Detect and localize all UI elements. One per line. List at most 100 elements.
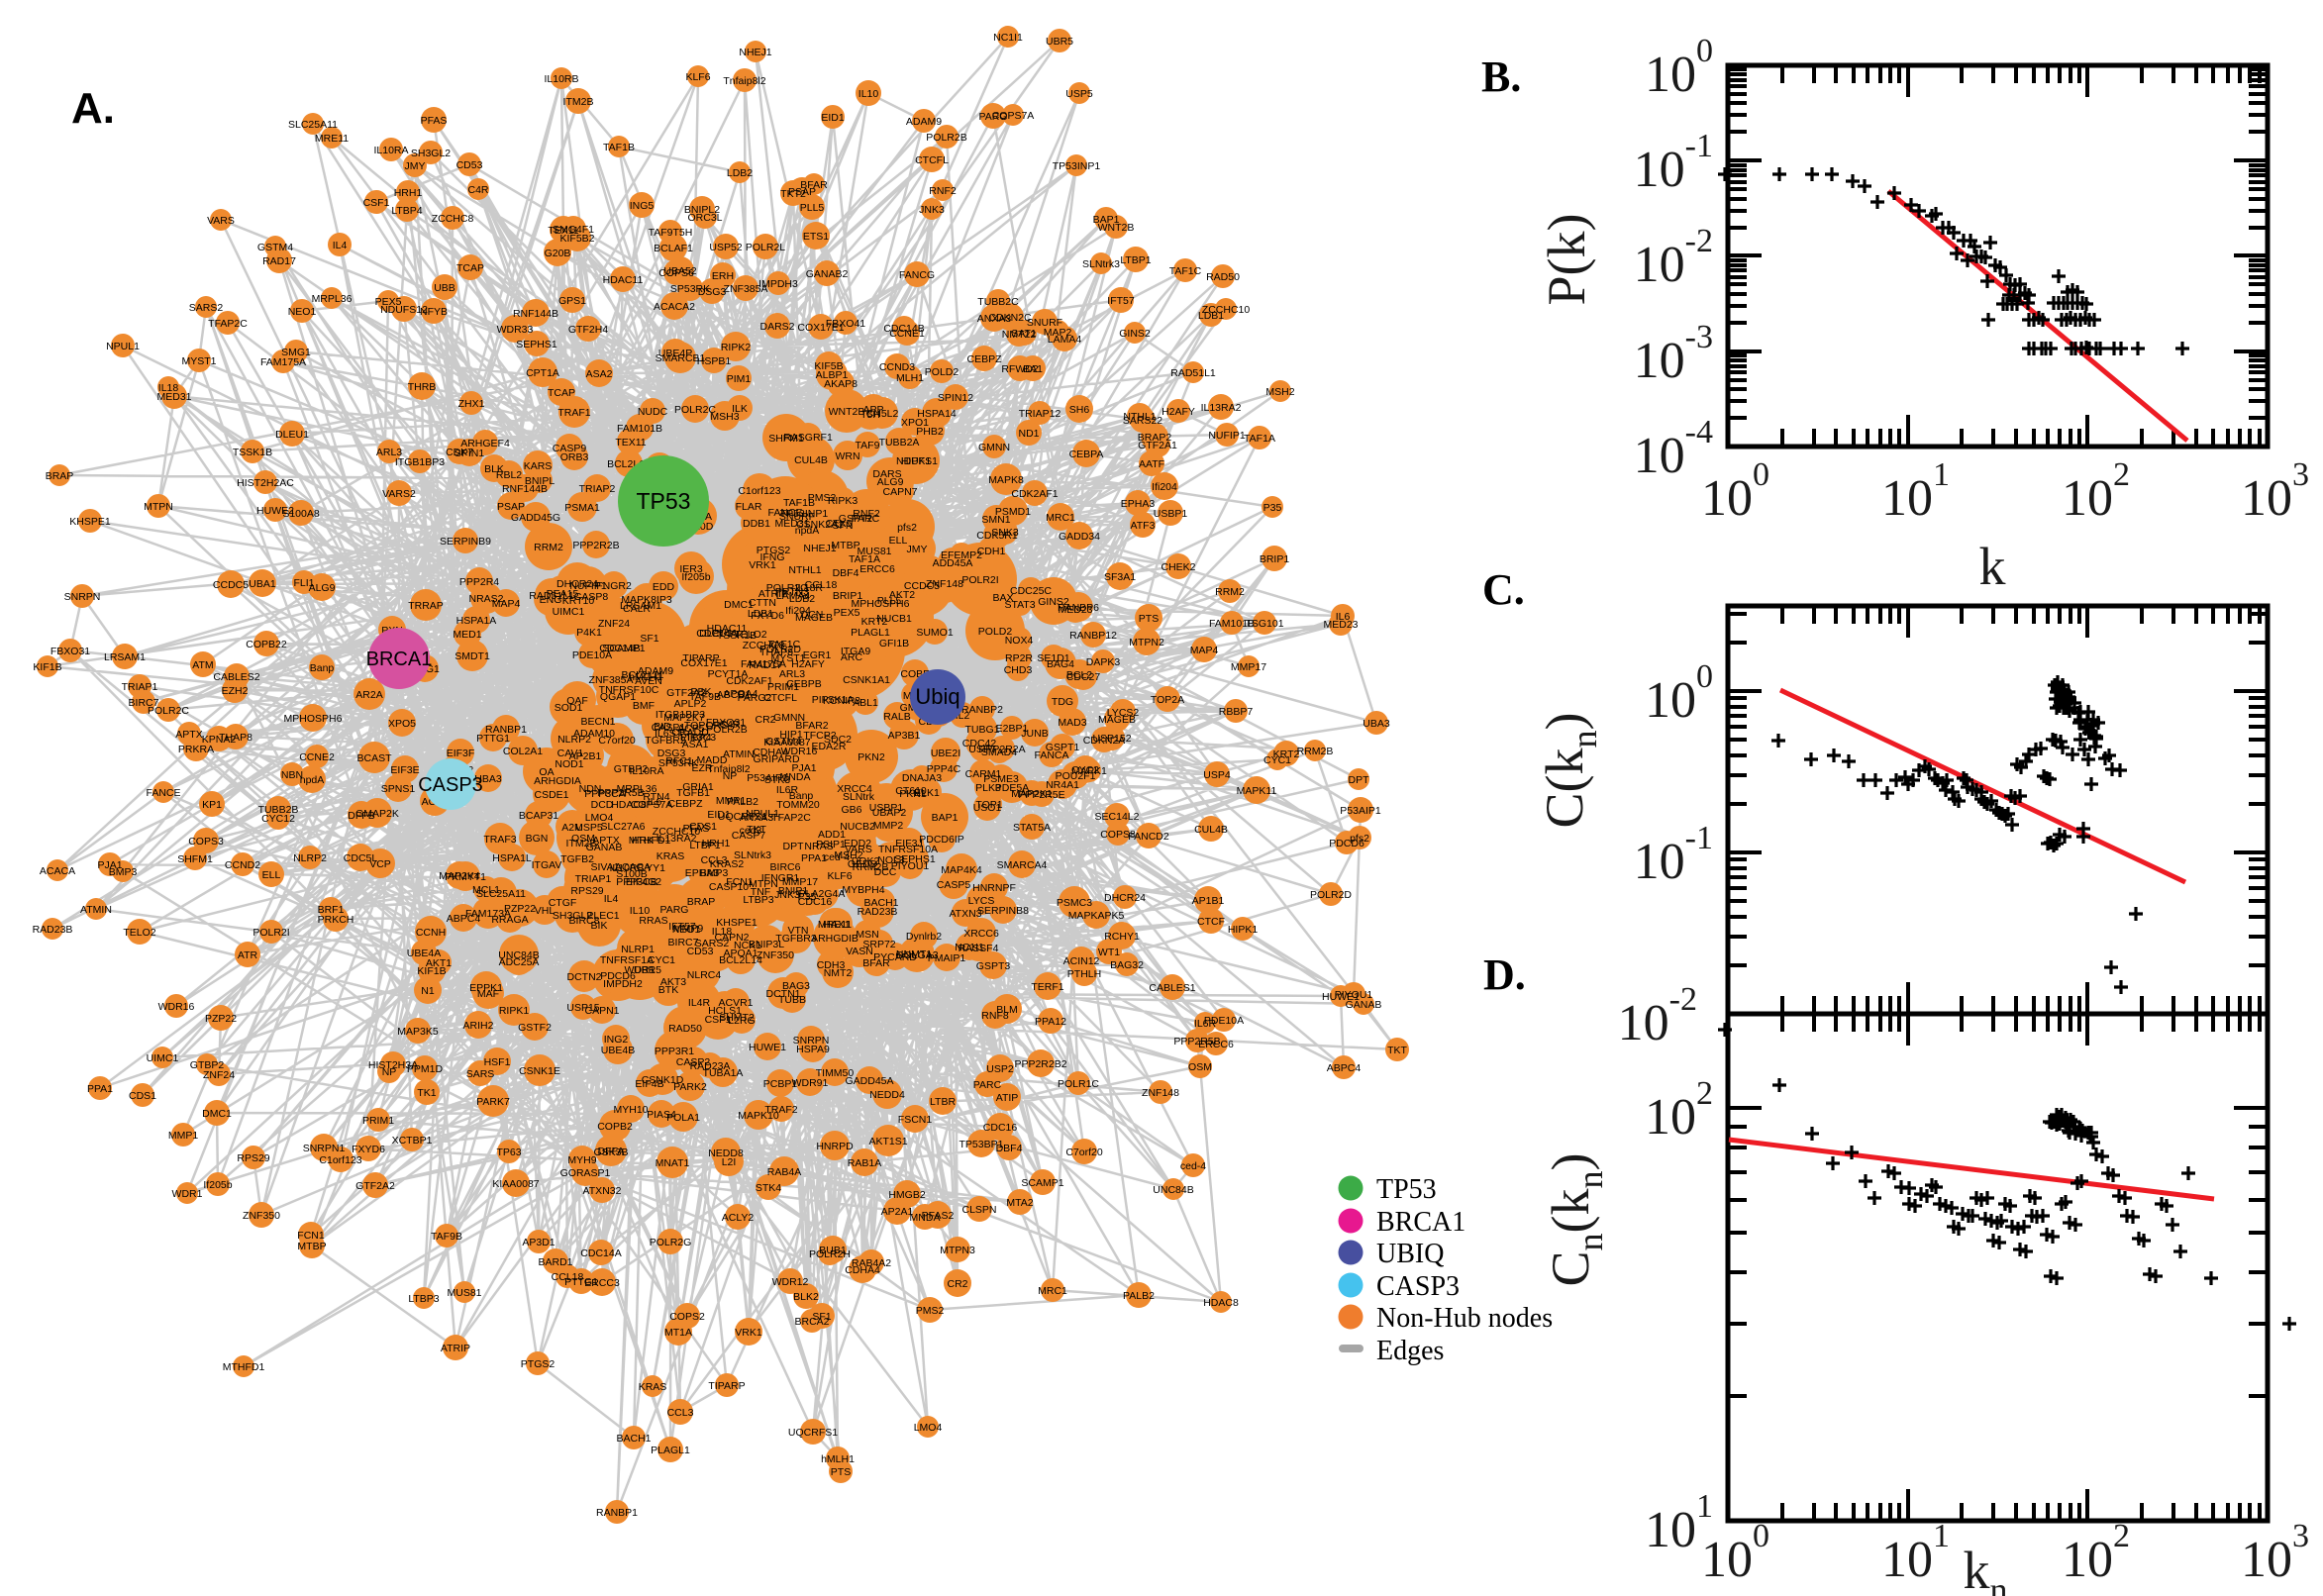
svg-text:SLNtrk: SLNtrk <box>843 791 875 803</box>
svg-text:hMLH1: hMLH1 <box>629 671 662 683</box>
svg-text:LTBP4: LTBP4 <box>391 205 422 217</box>
svg-text:RAD51L1: RAD51L1 <box>529 590 574 602</box>
svg-text:ELL: ELL <box>889 535 908 547</box>
svg-text:LTBP3: LTBP3 <box>743 894 773 906</box>
svg-text:KHSPE1: KHSPE1 <box>69 516 111 528</box>
svg-text:FNGR2: FNGR2 <box>596 580 632 592</box>
svg-text:RASSF4: RASSF4 <box>959 943 999 954</box>
svg-text:Ubiq: Ubiq <box>915 684 960 709</box>
svg-text:BFAR2: BFAR2 <box>795 720 828 732</box>
svg-text:FANCE: FANCE <box>146 787 180 799</box>
svg-text:NLRC4: NLRC4 <box>687 969 722 981</box>
svg-text:MRC1: MRC1 <box>1046 512 1075 524</box>
svg-text:DMC1: DMC1 <box>724 599 754 611</box>
svg-text:TFCP2: TFCP2 <box>803 730 836 742</box>
svg-text:THAP8: THAP8 <box>759 647 793 658</box>
svg-text:PLEC1: PLEC1 <box>586 910 619 922</box>
svg-text:TELO2: TELO2 <box>734 629 766 641</box>
svg-text:OEDD: OEDD <box>848 858 878 870</box>
svg-text:A2M: A2M <box>561 822 583 834</box>
svg-text:PRIM1: PRIM1 <box>362 1115 394 1127</box>
svg-text:TP53INP1: TP53INP1 <box>1053 160 1101 172</box>
svg-text:LYCS2: LYCS2 <box>1107 707 1140 719</box>
svg-text:PARK7: PARK7 <box>476 1096 510 1108</box>
svg-text:EIF4B: EIF4B <box>635 1078 663 1090</box>
svg-text:BIRC6: BIRC6 <box>770 861 801 873</box>
svg-text:CCL18: CCL18 <box>552 1271 584 1283</box>
svg-text:HUWE2: HUWE2 <box>256 505 294 517</box>
svg-text:UIMC1: UIMC1 <box>553 606 585 618</box>
svg-text:XPO1: XPO1 <box>901 417 929 429</box>
svg-text:PLL5: PLL5 <box>877 595 902 607</box>
svg-text:MMP1: MMP1 <box>168 1130 198 1142</box>
svg-text:SHFM1: SHFM1 <box>768 433 804 445</box>
svg-text:TSSK1B: TSSK1B <box>233 447 272 458</box>
svg-text:USP52: USP52 <box>709 242 742 253</box>
svg-text:DFFB: DFFB <box>348 810 374 822</box>
svg-text:NNMT1: NNMT1 <box>896 948 932 960</box>
svg-text:MPHOSPH6: MPHOSPH6 <box>852 598 910 610</box>
svg-text:EFEMP2: EFEMP2 <box>941 549 982 561</box>
svg-text:POLR2H: POLR2H <box>809 1248 851 1260</box>
svg-text:HNRNPF: HNRNPF <box>972 882 1016 894</box>
svg-text:PRTN3: PRTN3 <box>775 586 809 598</box>
svg-text:IL6R: IL6R <box>776 784 799 796</box>
svg-text:P53AIP1: P53AIP1 <box>1340 805 1381 817</box>
svg-text:CDH3: CDH3 <box>817 959 846 971</box>
svg-text:LTBP4: LTBP4 <box>680 732 711 744</box>
svg-text:TIPARP: TIPARP <box>682 652 719 664</box>
svg-text:AKAP8: AKAP8 <box>824 378 858 390</box>
svg-text:CTTN: CTTN <box>749 597 776 609</box>
svg-text:L2RG: L2RG <box>728 1015 755 1027</box>
svg-text:PSMA1: PSMA1 <box>564 502 600 514</box>
svg-text:DNAJA3: DNAJA3 <box>902 772 942 784</box>
svg-text:PPP2R2B: PPP2R2B <box>572 540 619 551</box>
svg-text:PLK3: PLK3 <box>975 782 1001 794</box>
svg-text:RTN4: RTN4 <box>643 791 669 803</box>
svg-text:B.: B. <box>1481 52 1521 101</box>
svg-text:SH6: SH6 <box>1069 404 1090 416</box>
svg-text:AP2B1: AP2B1 <box>569 750 602 762</box>
svg-text:RRM2B: RRM2B <box>1297 746 1334 757</box>
svg-text:EDA2R: EDA2R <box>811 741 846 752</box>
svg-text:TUBB2A: TUBB2A <box>879 437 920 449</box>
svg-text:NUFIP1: NUFIP1 <box>1208 430 1246 442</box>
svg-text:DPT: DPT <box>783 841 805 852</box>
svg-text:ANXA3: ANXA3 <box>977 313 1012 325</box>
svg-text:PSAP: PSAP <box>497 501 525 513</box>
svg-text:NP: NP <box>382 1066 397 1078</box>
svg-text:PLL5: PLL5 <box>800 202 825 214</box>
svg-text:DSG3: DSG3 <box>698 286 727 298</box>
svg-text:PYCARD: PYCARD <box>873 951 917 963</box>
svg-text:ADD45A: ADD45A <box>933 557 973 569</box>
svg-text:MADD: MADD <box>697 754 728 766</box>
svg-text:MAP3K5: MAP3K5 <box>397 1026 439 1038</box>
svg-text:NTHL1: NTHL1 <box>788 564 821 576</box>
svg-text:PLA2G4A: PLA2G4A <box>799 888 846 900</box>
svg-text:PPP2R5B: PPP2R5B <box>597 787 644 799</box>
svg-text:TNFRSF10A: TNFRSF10A <box>878 844 938 855</box>
svg-text:P4K1: P4K1 <box>576 627 602 639</box>
svg-text:SIVA1: SIVA1 <box>591 861 620 873</box>
svg-text:ARIH2: ARIH2 <box>463 1020 494 1032</box>
svg-text:C.: C. <box>1482 565 1525 614</box>
svg-text:PIP5K1A: PIP5K1A <box>812 694 855 706</box>
svg-text:MAGEB: MAGEB <box>1098 714 1136 726</box>
svg-text:SP53RK: SP53RK <box>658 757 698 769</box>
svg-text:CEBPA: CEBPA <box>1069 449 1104 460</box>
svg-text:DDB1: DDB1 <box>743 518 770 530</box>
svg-text:RAD50: RAD50 <box>1206 271 1240 283</box>
svg-text:HSPA9: HSPA9 <box>796 1044 830 1055</box>
svg-text:MTHFD1: MTHFD1 <box>629 835 671 847</box>
svg-text:PPP2R5B: PPP2R5B <box>1173 1036 1220 1047</box>
svg-text:NRAS: NRAS <box>804 841 833 852</box>
svg-text:BAG4: BAG4 <box>1047 658 1074 670</box>
svg-text:IL10RB: IL10RB <box>544 73 578 85</box>
svg-text:KIAA0087: KIAA0087 <box>763 737 810 748</box>
svg-text:SARS2: SARS2 <box>189 302 224 314</box>
svg-text:SNRPN1: SNRPN1 <box>303 1143 346 1154</box>
svg-text:ITGAV: ITGAV <box>532 859 562 871</box>
svg-text:NEO1: NEO1 <box>672 924 701 936</box>
svg-text:CASP3: CASP3 <box>1376 1271 1460 1302</box>
svg-text:BLK: BLK <box>484 463 504 475</box>
